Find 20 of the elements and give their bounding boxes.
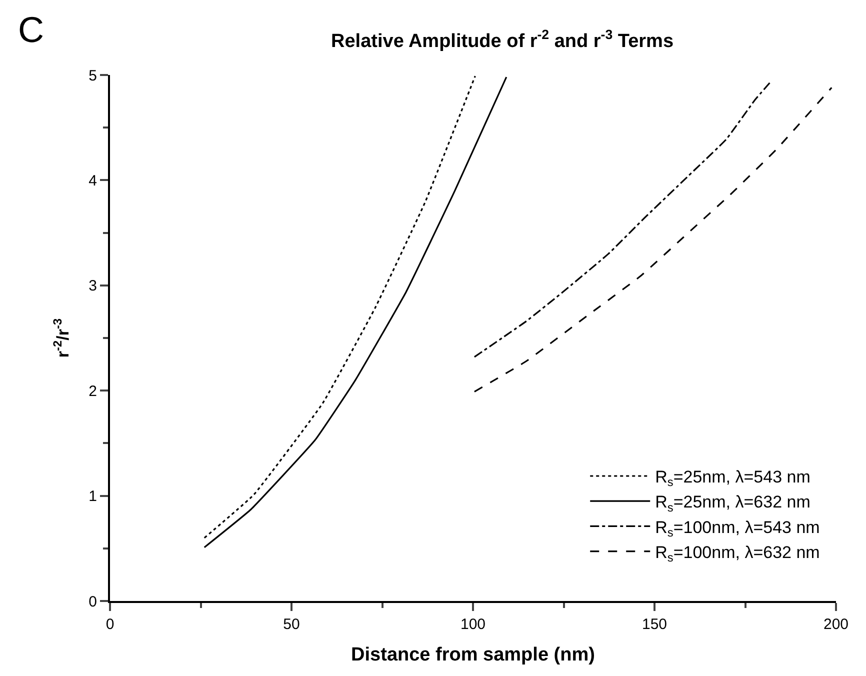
x-tick-label: 100 xyxy=(460,616,486,633)
legend-label: R$_{s}$=25nm, λ=632 nm xyxy=(655,492,810,514)
legend-label: R$_{s}$=100nm, λ=543 nm xyxy=(655,518,820,540)
line-series xyxy=(474,80,772,358)
line-series xyxy=(474,86,832,392)
y-tick-label: 4 xyxy=(88,172,97,190)
x-axis-title: Distance from sample (nm) xyxy=(351,644,595,666)
y-tick-label: 2 xyxy=(88,382,97,400)
chart-title: Relative Amplitude of r$^{-2}$ and r$^{-3}$ Terms xyxy=(331,27,674,52)
x-tick-label: 50 xyxy=(283,616,300,633)
x-tick-label: 150 xyxy=(642,616,668,633)
x-tick-label: 0 xyxy=(106,616,114,633)
x-tick-label: 200 xyxy=(823,616,849,633)
text: C xyxy=(18,9,44,50)
y-tick-label: 3 xyxy=(88,278,97,295)
legend-label: R$_{s}$=25nm, λ=543 nm xyxy=(655,468,810,490)
y-tick-label: 5 xyxy=(88,67,97,84)
legend-label: R$_{s}$=100nm, λ=632 nm xyxy=(655,542,820,564)
y-tick-label: 0 xyxy=(88,593,97,610)
y-tick-label: 1 xyxy=(88,488,97,506)
